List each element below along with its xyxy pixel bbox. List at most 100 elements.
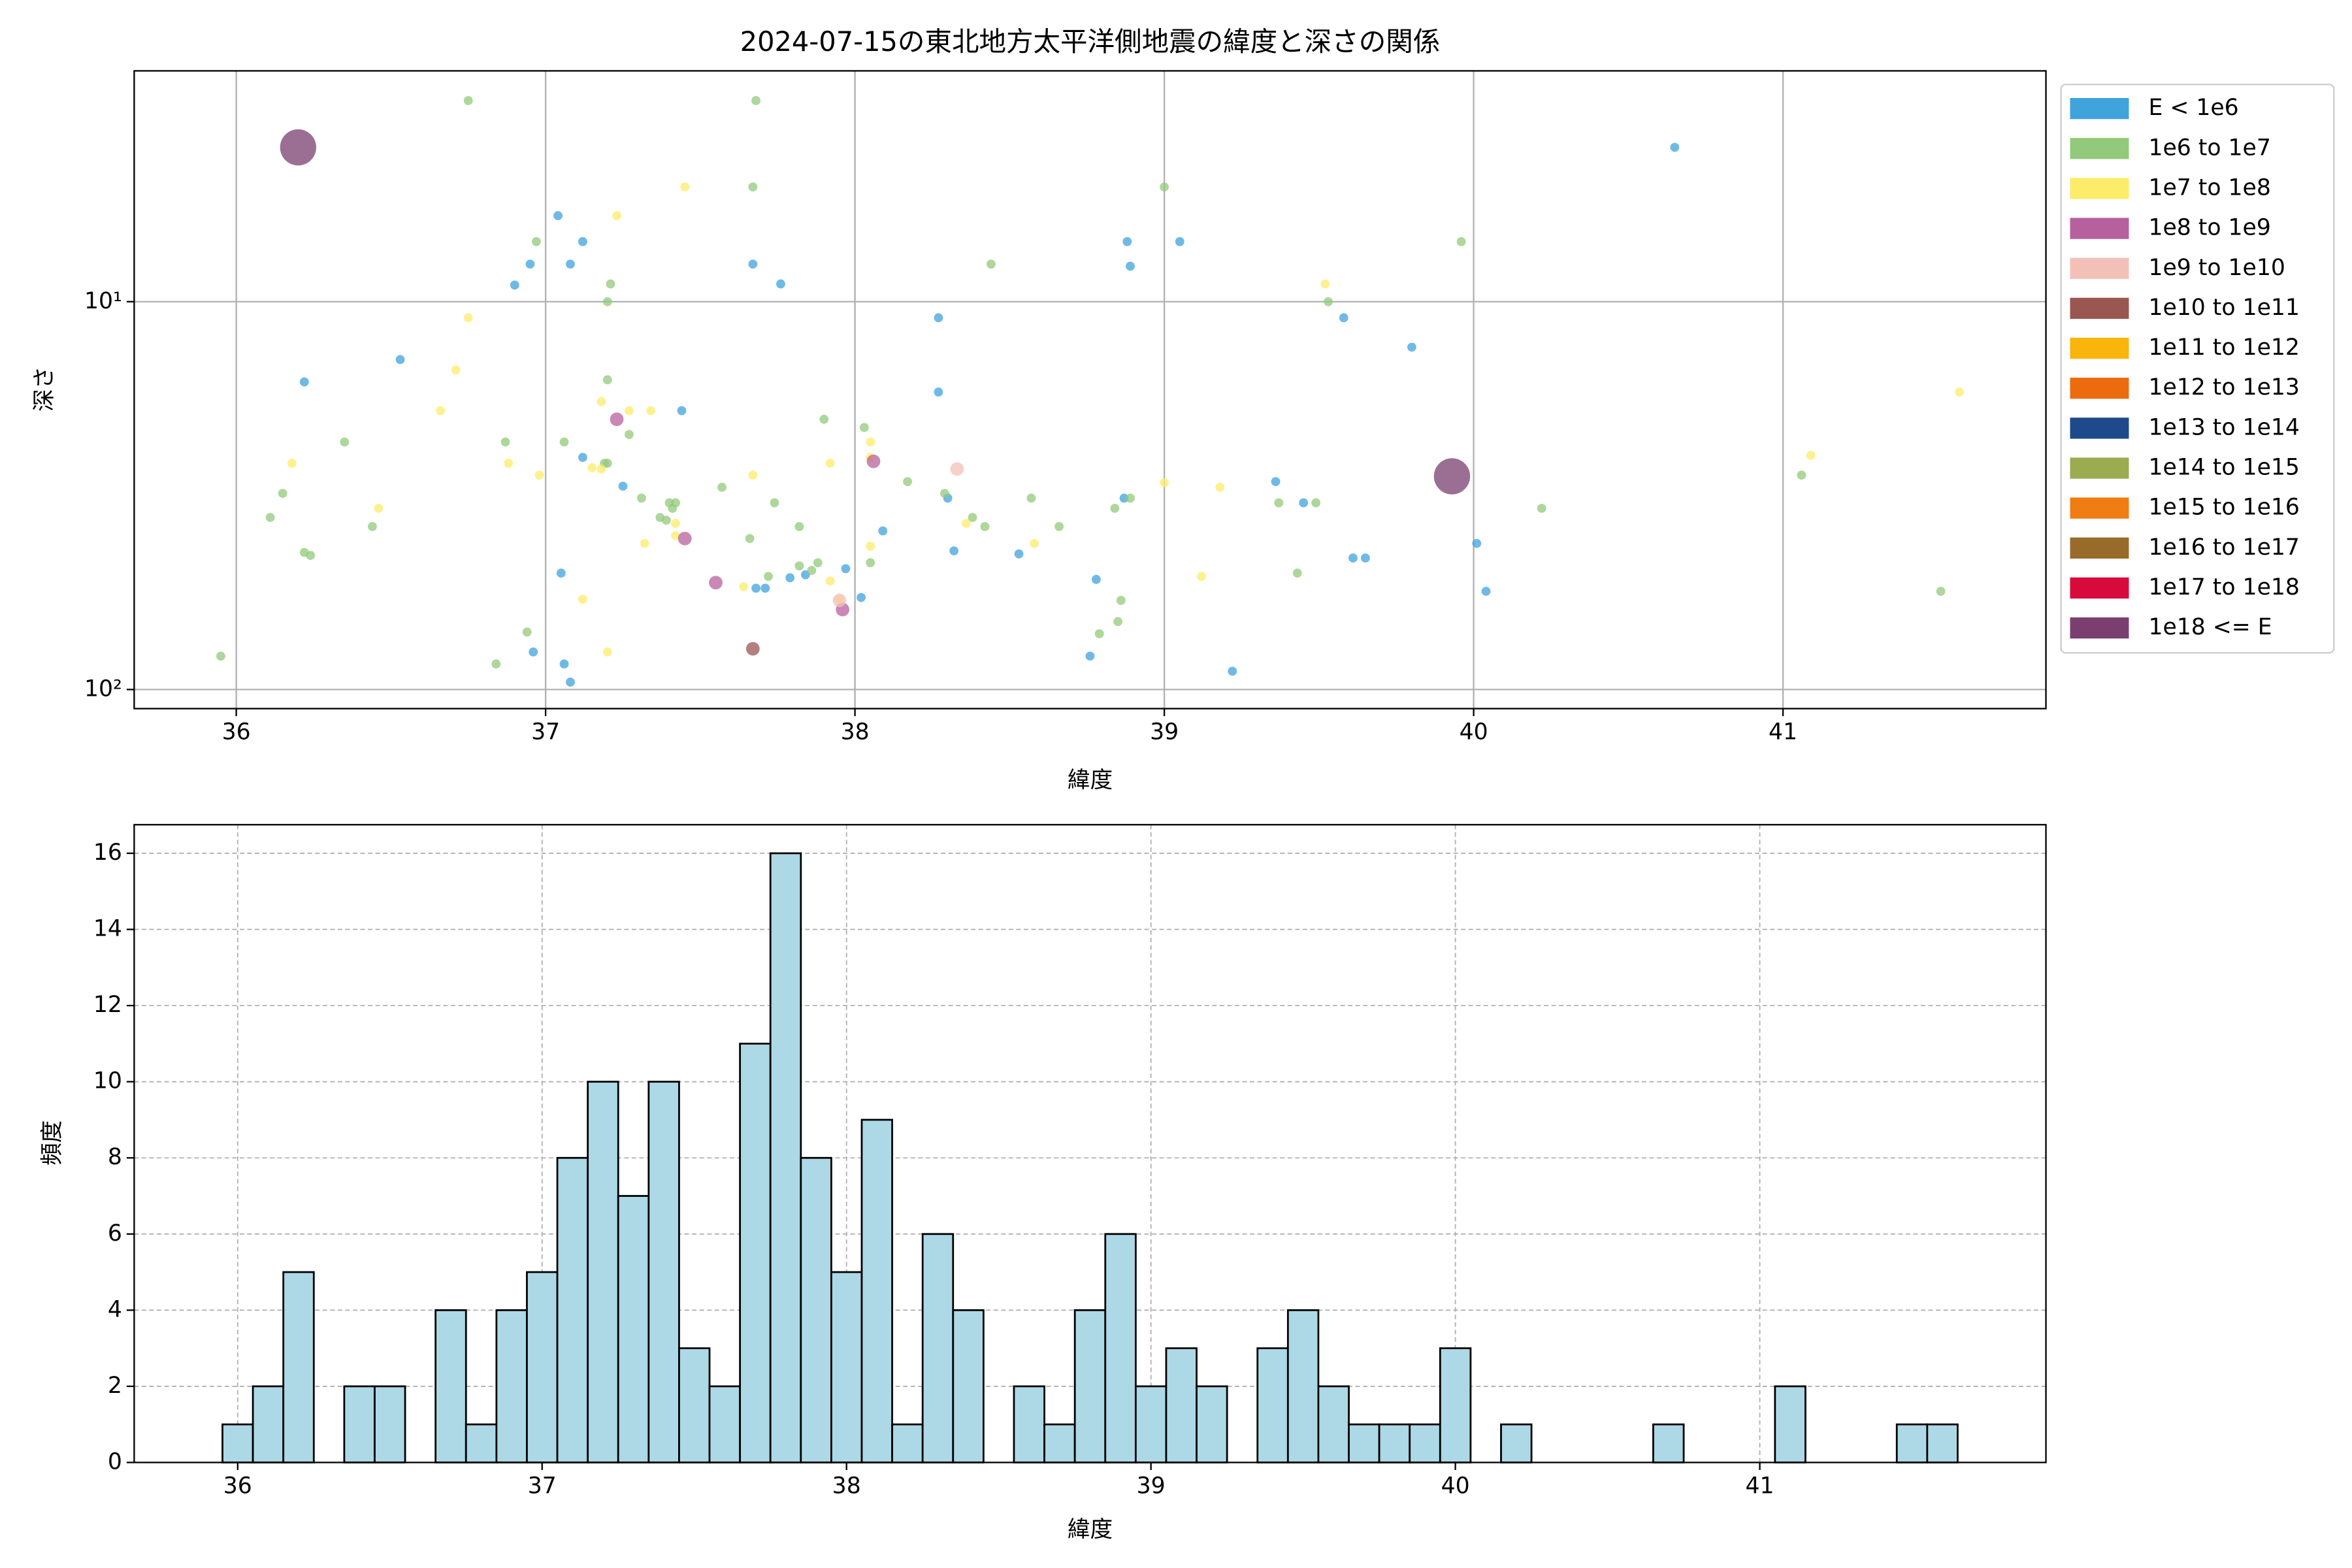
legend-label: 1e14 to 1e15 <box>2148 455 2299 481</box>
scatter-point <box>903 477 913 487</box>
y-tick-label: 4 <box>108 1296 122 1322</box>
scatter-point <box>934 387 943 397</box>
legend-swatch <box>2070 417 2129 439</box>
scatter-point <box>1228 666 1237 676</box>
legend-swatch <box>2070 337 2129 359</box>
scatter-point <box>770 498 779 508</box>
histogram-bar <box>465 1423 498 1463</box>
scatter-point <box>709 576 723 590</box>
histogram-bar <box>282 1271 315 1463</box>
scatter-point <box>1797 470 1806 480</box>
scatter-point <box>531 237 541 246</box>
histogram-bar <box>1286 1309 1320 1463</box>
histogram-bar <box>1348 1423 1380 1463</box>
scatter-point <box>374 504 384 513</box>
y-axis-label: 頻度 <box>39 1120 65 1166</box>
scatter-point <box>1110 504 1120 513</box>
y-tick-label: 14 <box>93 916 122 942</box>
legend-label: 1e13 to 1e14 <box>2148 414 2299 440</box>
legend-swatch <box>2070 98 2129 120</box>
x-tick-label: 41 <box>1769 719 1797 745</box>
legend-swatch <box>2070 138 2129 159</box>
scatter-point <box>618 482 628 491</box>
histogram-bar <box>374 1385 406 1463</box>
scatter-point <box>1407 342 1416 352</box>
x-tick-label: 37 <box>531 719 560 745</box>
scatter-point <box>717 482 727 492</box>
y-tick-label: 10¹ <box>84 288 122 314</box>
scatter-point <box>1271 477 1281 487</box>
scatter-point <box>636 493 646 503</box>
y-tick-label: 10 <box>93 1068 122 1094</box>
histogram-bar <box>526 1271 559 1463</box>
legend-swatch <box>2070 257 2129 279</box>
scatter-point <box>559 437 569 447</box>
scatter-point <box>596 397 606 406</box>
scatter-point <box>1311 498 1321 508</box>
histogram-bar <box>1500 1423 1533 1463</box>
scatter-point <box>1126 261 1135 271</box>
legend-label: 1e17 to 1e18 <box>2148 574 2299 600</box>
scatter-point <box>1320 279 1330 289</box>
scatter-point <box>857 593 866 602</box>
scatter-point <box>1339 313 1348 323</box>
scatter-point <box>612 211 621 220</box>
histogram-bar <box>739 1043 772 1463</box>
histogram-bar <box>343 1385 376 1463</box>
scatter-point <box>825 576 835 586</box>
scatter-point <box>1537 504 1546 513</box>
scatter-point <box>522 627 532 637</box>
scatter-point <box>1014 549 1024 559</box>
scatter-point <box>866 437 875 447</box>
scatter-point <box>776 279 785 289</box>
scatter-point <box>1113 617 1122 627</box>
legend-frame <box>2060 84 2335 654</box>
scatter-point <box>748 470 758 480</box>
scatter-point <box>668 504 678 513</box>
scatter-point <box>556 568 566 578</box>
x-axis-label: 緯度 <box>1068 767 1113 793</box>
x-tick-label: 39 <box>1137 1473 1166 1499</box>
scatter-point <box>745 534 755 544</box>
x-tick-label: 41 <box>1746 1473 1774 1499</box>
scatter-point <box>1292 568 1302 578</box>
scatter-point <box>1030 538 1039 548</box>
y-tick-label: 10² <box>84 676 122 702</box>
scatter-point <box>1299 498 1309 508</box>
scatter-point <box>596 464 606 474</box>
legend-swatch <box>2070 577 2129 599</box>
scatter-point <box>395 355 405 365</box>
scatter-point <box>1806 451 1816 460</box>
legend-label: 1e15 to 1e16 <box>2148 495 2299 521</box>
scatter-point <box>671 519 680 529</box>
legend-swatch <box>2070 297 2129 319</box>
scatter-point <box>1348 553 1358 563</box>
histogram-bar <box>221 1423 254 1463</box>
legend-label: 1e8 to 1e9 <box>2148 215 2270 241</box>
y-axis-label: 深さ <box>31 367 57 412</box>
histogram-bar <box>1439 1347 1472 1463</box>
histogram-bar <box>495 1309 528 1463</box>
histogram-bar <box>1409 1423 1441 1463</box>
legend-label: 1e6 to 1e7 <box>2148 135 2270 161</box>
legend-label: 1e18 <= E <box>2148 614 2272 640</box>
legend-swatch <box>2070 617 2129 639</box>
scatter-point <box>962 519 971 529</box>
scatter-point <box>739 582 749 591</box>
histogram-bar <box>891 1423 924 1463</box>
scatter-point <box>678 531 692 546</box>
legend-label: 1e9 to 1e10 <box>2148 255 2285 281</box>
histogram-bar <box>1043 1423 1076 1463</box>
scatter-point <box>980 522 990 531</box>
scatter-point <box>280 129 317 166</box>
x-tick-label: 38 <box>832 1473 861 1499</box>
legend-label: 1e11 to 1e12 <box>2148 335 2299 361</box>
scatter-point <box>500 437 510 447</box>
x-tick-label: 36 <box>222 719 251 745</box>
scatter-point <box>1116 596 1126 605</box>
scatter-point <box>677 406 687 416</box>
scatter-point <box>751 96 761 105</box>
histogram-bar <box>434 1309 467 1463</box>
scatter-point <box>751 583 761 593</box>
